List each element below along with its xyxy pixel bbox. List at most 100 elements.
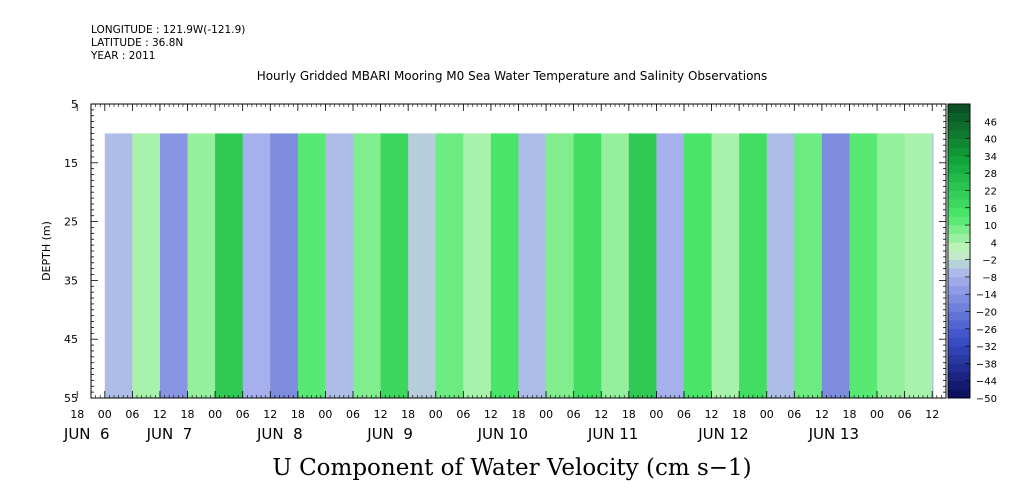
y-tick-label: 45 — [64, 333, 78, 346]
heatmap-cell — [408, 133, 437, 398]
heatmap-cell — [711, 133, 740, 398]
x-tick-label: 18 — [70, 408, 84, 421]
y-tick-label: 15 — [64, 157, 78, 170]
x-tick-label: 18 — [512, 408, 526, 421]
colorbar-band — [948, 216, 970, 226]
year-label: YEAR : 2011 — [91, 50, 156, 62]
colorbar-band — [948, 225, 970, 235]
colorbar-band — [948, 276, 970, 286]
colorbar-label: 46 — [984, 117, 997, 128]
colorbar-label: −2 — [982, 256, 997, 267]
x-tick-label: 12 — [153, 408, 167, 421]
colorbar-label: −44 — [976, 377, 997, 388]
heatmap-cell — [215, 133, 244, 398]
colorbar-band — [948, 138, 970, 148]
x-tick-label: 00 — [870, 408, 884, 421]
x-tick-label: 06 — [567, 408, 581, 421]
heatmap-cell — [435, 133, 464, 398]
x-tick-label: 12 — [925, 408, 939, 421]
y-axis: 5 15 25 35 45 55 — [64, 98, 946, 405]
x-tick-label: 06 — [125, 408, 139, 421]
heatmap-cell — [518, 133, 547, 398]
heatmap-cell — [601, 133, 630, 398]
colorbar-label: −26 — [976, 325, 997, 336]
colorbar-band — [948, 372, 970, 382]
colorbar-band — [948, 363, 970, 373]
heatmap-cell — [628, 133, 657, 398]
y-tick-label: 25 — [64, 216, 78, 229]
colorbar-band — [948, 337, 970, 347]
x-day-label: JUN — [808, 425, 836, 443]
colorbar: 46 40 34 28 22 16 10 4 −2 −8 −14 −20 −26 −32 −38 −44 −50 — [947, 103, 997, 405]
x-tick-label: 18 — [842, 408, 856, 421]
heatmap-cell — [849, 133, 878, 398]
x-tick-label: 00 — [98, 408, 112, 421]
heatmap-cell — [159, 133, 189, 398]
colorbar-band — [948, 380, 970, 390]
colorbar-label: 28 — [984, 169, 997, 180]
x-tick-label: 00 — [649, 408, 663, 421]
colorbar-band — [948, 173, 970, 183]
colorbar-band — [948, 389, 970, 399]
x-tick-label: 06 — [456, 408, 470, 421]
latitude-label: LATITUDE : 36.8N — [91, 37, 184, 49]
colorbar-band — [948, 155, 970, 165]
colorbar-band — [948, 294, 970, 304]
colorbar-band — [948, 311, 970, 321]
heatmap-cell — [187, 133, 216, 398]
heatmap-cell — [132, 133, 161, 398]
colorbar-label: 40 — [984, 135, 997, 146]
x-tick-label: 18 — [291, 408, 305, 421]
x-day-label: 12 — [730, 425, 749, 443]
chart-caption: U Component of Water Velocity (cm s−1) — [272, 455, 751, 481]
heatmap-cell — [380, 133, 409, 398]
heatmap-cell — [270, 133, 299, 398]
y-axis-label: DEPTH (m) — [40, 221, 53, 281]
heatmap-cell — [490, 133, 519, 398]
colorbar-label: −32 — [976, 342, 997, 353]
x-day-label: 10 — [509, 425, 528, 443]
colorbar-band — [948, 328, 970, 338]
x-day-label: JUN — [63, 425, 91, 443]
colorbar-label: −20 — [976, 308, 997, 319]
x-day-label: 6 — [100, 425, 110, 443]
colorbar-band — [948, 199, 970, 209]
x-tick-label: 12 — [705, 408, 719, 421]
x-tick-label: 06 — [677, 408, 691, 421]
x-tick-label: 18 — [732, 408, 746, 421]
heatmap-cell — [877, 133, 906, 398]
colorbar-band — [948, 104, 970, 113]
colorbar-band — [948, 190, 970, 200]
x-tick-label: 00 — [539, 408, 553, 421]
y-tick-label: 5 — [71, 98, 78, 111]
colorbar-band — [948, 147, 970, 157]
x-tick-label: 06 — [898, 408, 912, 421]
colorbar-band — [948, 354, 970, 364]
colorbar-label: 22 — [984, 186, 997, 197]
x-day-label: 11 — [619, 425, 638, 443]
colorbar-label: −8 — [982, 273, 997, 284]
colorbar-band — [948, 259, 970, 269]
heatmap-cell — [242, 133, 271, 398]
heatmap-cell — [683, 133, 713, 398]
colorbar-label: −38 — [976, 359, 997, 370]
colorbar-label: 10 — [984, 221, 997, 232]
x-tick-label: 06 — [236, 408, 250, 421]
colorbar-band — [948, 251, 970, 260]
heatmap-cell — [104, 133, 133, 398]
colorbar-band — [948, 129, 970, 139]
heatmap-cell — [794, 133, 823, 398]
colorbar-band — [948, 121, 970, 131]
longitude-label: LONGITUDE : 121.9W(-121.9) — [91, 24, 246, 36]
x-tick-label: 00 — [429, 408, 443, 421]
heatmap-cell — [546, 133, 575, 398]
y-tick-label: 35 — [64, 274, 78, 287]
colorbar-band — [948, 285, 970, 295]
heatmap-cell — [821, 133, 850, 398]
colorbar-label: −50 — [976, 394, 997, 405]
x-tick-label: 18 — [401, 408, 415, 421]
x-day-label: 9 — [403, 425, 413, 443]
heatmap-cell — [297, 133, 326, 398]
x-tick-label: 00 — [760, 408, 774, 421]
